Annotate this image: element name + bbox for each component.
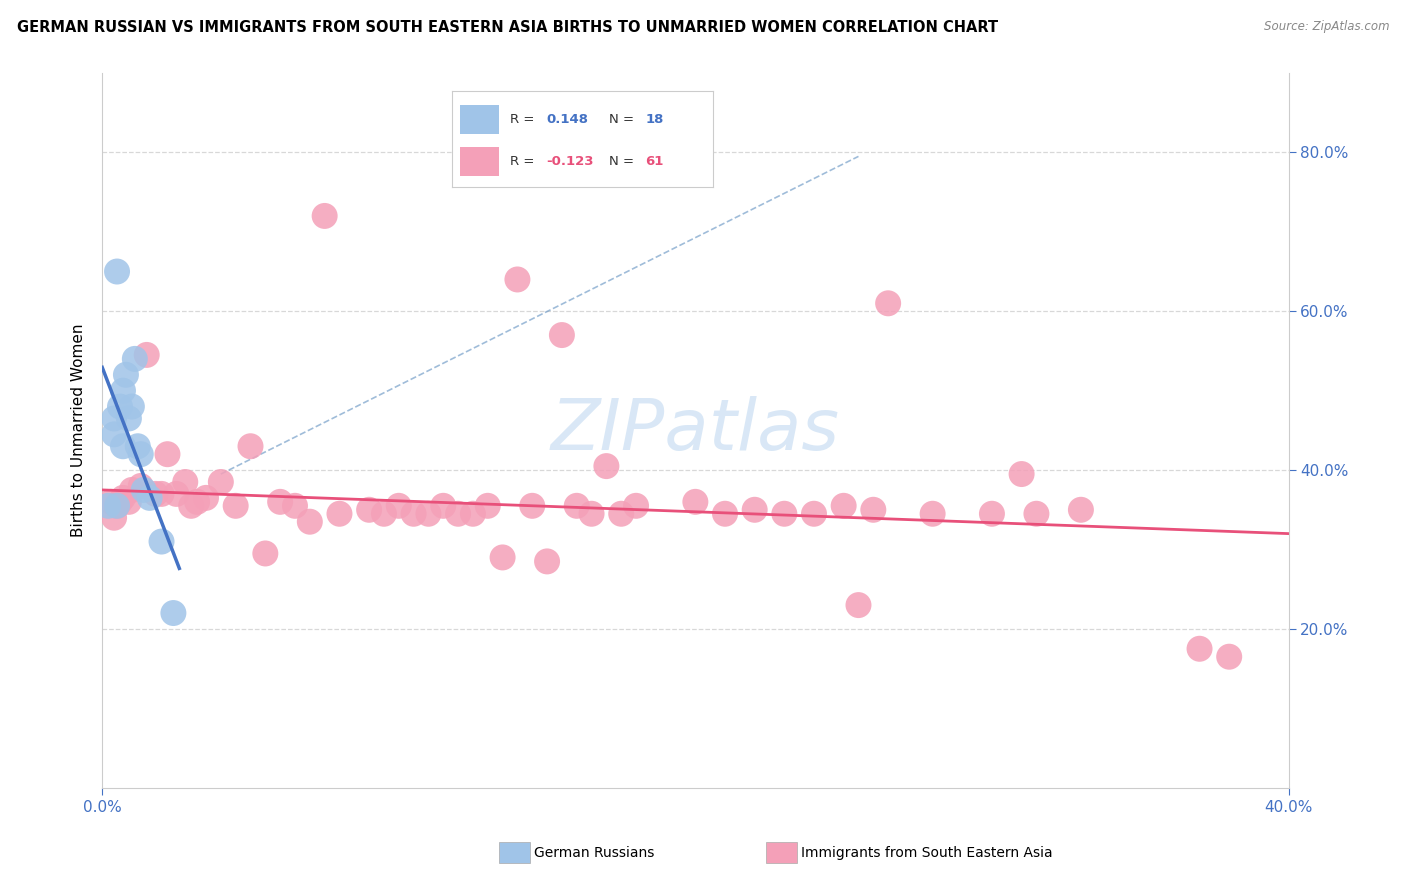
Point bbox=[186, 495, 208, 509]
Point bbox=[506, 272, 529, 286]
Point bbox=[103, 427, 125, 442]
Point bbox=[174, 475, 197, 489]
Point bbox=[108, 400, 131, 414]
Point bbox=[284, 499, 307, 513]
Point bbox=[111, 491, 134, 505]
Point bbox=[1218, 649, 1240, 664]
Point bbox=[432, 499, 454, 513]
Point bbox=[103, 411, 125, 425]
Point bbox=[111, 384, 134, 398]
Point bbox=[97, 499, 120, 513]
Point bbox=[108, 495, 131, 509]
Point bbox=[138, 491, 160, 505]
Point bbox=[981, 507, 1004, 521]
Point bbox=[418, 507, 440, 521]
Point bbox=[100, 495, 122, 509]
Text: German Russians: German Russians bbox=[534, 846, 655, 860]
Point bbox=[115, 368, 138, 382]
Point bbox=[491, 550, 513, 565]
Point bbox=[1070, 503, 1092, 517]
Point bbox=[536, 554, 558, 568]
Point bbox=[132, 483, 155, 497]
Point bbox=[118, 495, 141, 509]
Point bbox=[239, 439, 262, 453]
Point bbox=[105, 499, 128, 513]
Point bbox=[269, 495, 291, 509]
Point bbox=[447, 507, 470, 521]
Point bbox=[595, 459, 617, 474]
Point bbox=[477, 499, 499, 513]
Point bbox=[127, 439, 149, 453]
Point bbox=[105, 264, 128, 278]
Point bbox=[610, 507, 633, 521]
Point bbox=[129, 447, 152, 461]
Point bbox=[1188, 641, 1211, 656]
Point bbox=[129, 479, 152, 493]
Point bbox=[124, 351, 146, 366]
Point bbox=[165, 487, 187, 501]
Point bbox=[1011, 467, 1033, 481]
Text: ZIPatlas: ZIPatlas bbox=[551, 396, 839, 465]
Point bbox=[254, 546, 277, 560]
Point bbox=[156, 447, 179, 461]
Point bbox=[135, 348, 157, 362]
Point bbox=[522, 499, 544, 513]
Point bbox=[551, 328, 574, 343]
Point bbox=[402, 507, 425, 521]
Point bbox=[150, 534, 173, 549]
Point bbox=[103, 510, 125, 524]
Point bbox=[581, 507, 603, 521]
Point bbox=[121, 483, 143, 497]
Point bbox=[565, 499, 588, 513]
Point bbox=[832, 499, 855, 513]
Point bbox=[624, 499, 647, 513]
Point bbox=[225, 499, 247, 513]
Point bbox=[773, 507, 796, 521]
Y-axis label: Births to Unmarried Women: Births to Unmarried Women bbox=[72, 324, 86, 537]
Point bbox=[298, 515, 321, 529]
Point bbox=[145, 487, 167, 501]
Point bbox=[803, 507, 825, 521]
Point bbox=[180, 499, 202, 513]
Point bbox=[744, 503, 766, 517]
Point bbox=[685, 495, 707, 509]
Point bbox=[150, 487, 173, 501]
Point bbox=[314, 209, 336, 223]
Point bbox=[461, 507, 484, 521]
Point bbox=[877, 296, 900, 310]
Point bbox=[162, 606, 184, 620]
Text: GERMAN RUSSIAN VS IMMIGRANTS FROM SOUTH EASTERN ASIA BIRTHS TO UNMARRIED WOMEN C: GERMAN RUSSIAN VS IMMIGRANTS FROM SOUTH … bbox=[17, 20, 998, 35]
Point bbox=[111, 439, 134, 453]
Point bbox=[209, 475, 232, 489]
Point bbox=[105, 499, 128, 513]
Text: Immigrants from South Eastern Asia: Immigrants from South Eastern Asia bbox=[801, 846, 1053, 860]
Point bbox=[921, 507, 943, 521]
Point bbox=[848, 598, 870, 612]
Point bbox=[359, 503, 381, 517]
Point bbox=[714, 507, 737, 521]
Point bbox=[118, 411, 141, 425]
Point bbox=[373, 507, 395, 521]
Point bbox=[121, 400, 143, 414]
Point bbox=[388, 499, 411, 513]
Point bbox=[862, 503, 884, 517]
Text: Source: ZipAtlas.com: Source: ZipAtlas.com bbox=[1264, 20, 1389, 33]
Point bbox=[1025, 507, 1047, 521]
Point bbox=[328, 507, 350, 521]
Point bbox=[195, 491, 218, 505]
